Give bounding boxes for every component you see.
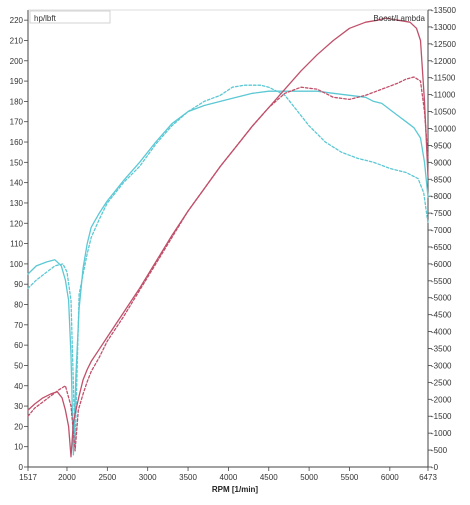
- left-tick-label: 210: [10, 36, 24, 45]
- left-tick-label: 20: [14, 422, 23, 431]
- right-tick-label: -10500: [431, 108, 456, 117]
- right-tick-label: -8000: [431, 192, 452, 201]
- right-tick-label: -2500: [431, 378, 452, 387]
- right-tick-label: -6500: [431, 243, 452, 252]
- left-tick-label: 50: [14, 361, 23, 370]
- axes-group: 0 10 20 30 40 50 60 70 80 90 100 110 120 130 140 150 160…: [10, 6, 457, 482]
- series-line-4: [27, 76, 429, 452]
- left-tick-label: 100: [10, 260, 24, 269]
- left-tick-label: 10: [14, 443, 23, 452]
- x-axis-label: RPM [1/min]: [212, 485, 259, 494]
- x-tick-label: 2500: [98, 473, 116, 482]
- right-tick-label: -9000: [431, 158, 452, 167]
- left-tick-label: 70: [14, 321, 23, 330]
- x-tick-label: 2000: [58, 473, 76, 482]
- right-tick-label: -5500: [431, 277, 452, 286]
- left-tick-label: 190: [10, 77, 24, 86]
- left-tick-label: 30: [14, 402, 23, 411]
- right-tick-label: -13500: [431, 6, 456, 15]
- right-tick-label: -5000: [431, 294, 452, 303]
- left-tick-label: 110: [10, 240, 23, 249]
- right-tick-label: -12500: [431, 40, 456, 49]
- x-tick-label: 4000: [220, 473, 238, 482]
- right-tick-label: -3000: [431, 361, 452, 370]
- x-tick-label: 5500: [341, 473, 359, 482]
- x-tick-label: 6000: [381, 473, 399, 482]
- x-tick-label: 6473: [419, 473, 437, 482]
- x-tick-label: 3500: [179, 473, 197, 482]
- left-tick-label: 90: [14, 280, 23, 289]
- series-line-2: [27, 84, 429, 448]
- left-tick-label: 160: [10, 138, 24, 147]
- left-tick-label: 150: [10, 158, 24, 167]
- right-tick-label: -2000: [431, 395, 452, 404]
- left-tick-label: 130: [10, 199, 24, 208]
- left-tick-label: 120: [10, 219, 24, 228]
- left-tick-label: 140: [10, 179, 24, 188]
- right-tick-label: -500: [431, 446, 448, 455]
- left-tick-label: 170: [10, 118, 24, 127]
- right-tick-label: -8500: [431, 175, 452, 184]
- right-tick-label: -13000: [431, 23, 456, 32]
- right-axis-label: Boost/Lambda: [373, 14, 425, 23]
- right-tick-label: -7000: [431, 226, 452, 235]
- right-tick-label: -3500: [431, 345, 452, 354]
- series-group: [27, 17, 429, 458]
- left-tick-label: 220: [10, 16, 24, 25]
- right-tick-label: -10000: [431, 124, 456, 133]
- x-tick-label: 5000: [300, 473, 318, 482]
- series-line-3: [27, 17, 429, 458]
- right-tick-label: -1000: [431, 429, 452, 438]
- right-tick-label: -9500: [431, 141, 452, 150]
- right-tick-label: -0: [431, 463, 439, 472]
- left-tick-label: 60: [14, 341, 23, 350]
- right-tick-label: -7500: [431, 209, 452, 218]
- left-tick-label: 80: [14, 301, 23, 310]
- x-tick-label: 1517: [19, 473, 37, 482]
- left-tick-label: 180: [10, 97, 24, 106]
- x-tick-label: 3000: [139, 473, 157, 482]
- right-tick-label: -4500: [431, 311, 452, 320]
- left-legend-box: [29, 10, 111, 24]
- right-tick-label: -12000: [431, 57, 456, 66]
- left-tick-label: 0: [19, 463, 24, 472]
- right-tick-label: -1500: [431, 412, 452, 421]
- left-tick-label: 40: [14, 382, 23, 391]
- right-tick-label: -4000: [431, 328, 452, 337]
- left-tick-label: 200: [10, 57, 24, 66]
- right-tick-label: -11000: [431, 91, 456, 100]
- left-axis-label: hp/lbft: [34, 14, 57, 23]
- right-tick-label: -6000: [431, 260, 452, 269]
- right-tick-label: -11500: [431, 74, 456, 83]
- x-tick-label: 4500: [260, 473, 278, 482]
